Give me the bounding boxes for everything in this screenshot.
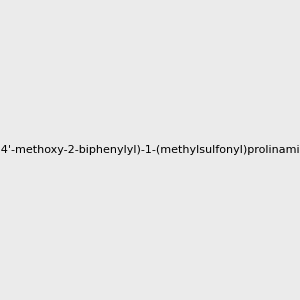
Text: N-(4'-methoxy-2-biphenylyl)-1-(methylsulfonyl)prolinamide: N-(4'-methoxy-2-biphenylyl)-1-(methylsul… xyxy=(0,145,300,155)
